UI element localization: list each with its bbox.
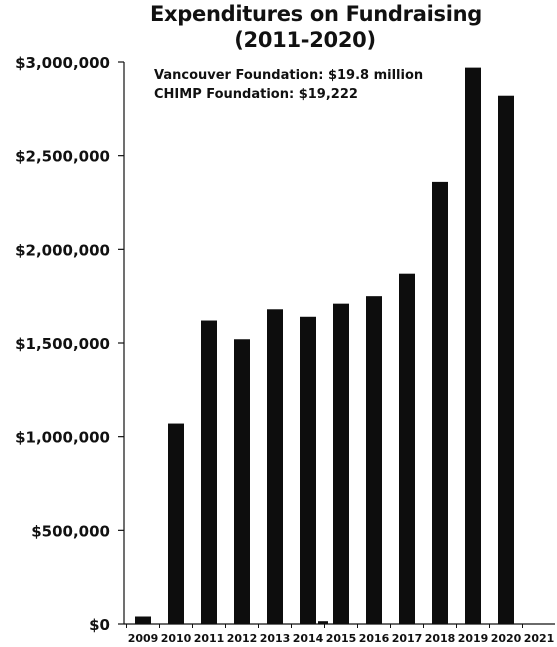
x-tick-label: 2013 (260, 632, 291, 645)
y-tick-label: $2,500,000 (15, 148, 110, 166)
x-tick-label: 2014 (293, 632, 324, 645)
x-tick-label: 2017 (392, 632, 423, 645)
bar-2019 (465, 67, 481, 625)
x-tick-label: 2009 (128, 632, 159, 645)
bar-secondary-2014 (318, 621, 328, 624)
chart-title-line-2: (2011-2020) (234, 28, 376, 52)
chart-title-line-1: Expenditures on Fundraising (150, 2, 482, 26)
y-tick-label: $1,500,000 (15, 335, 110, 353)
bar-2009 (135, 616, 151, 624)
x-tick-label: 2012 (227, 632, 258, 645)
x-tick-label: 2016 (359, 632, 390, 645)
x-tick-label: 2010 (161, 632, 192, 645)
bar-2010 (168, 423, 184, 624)
bar-2012 (234, 339, 250, 624)
y-tick-label: $3,000,000 (15, 54, 110, 72)
bar-2020 (498, 95, 514, 625)
bar-2014 (300, 316, 316, 624)
annotation-vancouver: Vancouver Foundation: $19.8 million (154, 68, 423, 83)
x-tick-label: 2011 (194, 632, 225, 645)
y-tick-label: $2,000,000 (15, 241, 110, 259)
y-tick-label: $0 (89, 616, 110, 634)
y-tick-label: $1,000,000 (15, 429, 110, 447)
annotation-chimp: CHIMP Foundation: $19,222 (154, 87, 358, 102)
bar-2015 (333, 303, 349, 624)
y-tick-label: $500,000 (31, 522, 110, 540)
bar-2017 (399, 273, 415, 624)
bar-2016 (366, 296, 382, 624)
x-tick-label: 2015 (326, 632, 357, 645)
bar-2018 (432, 181, 448, 625)
x-tick-label: 2019 (458, 632, 489, 645)
bar-2013 (267, 309, 283, 624)
x-tick-label: 2021 (524, 632, 555, 645)
x-tick-label: 2020 (491, 632, 522, 645)
x-tick-label: 2018 (425, 632, 456, 645)
bar-2011 (201, 320, 217, 624)
